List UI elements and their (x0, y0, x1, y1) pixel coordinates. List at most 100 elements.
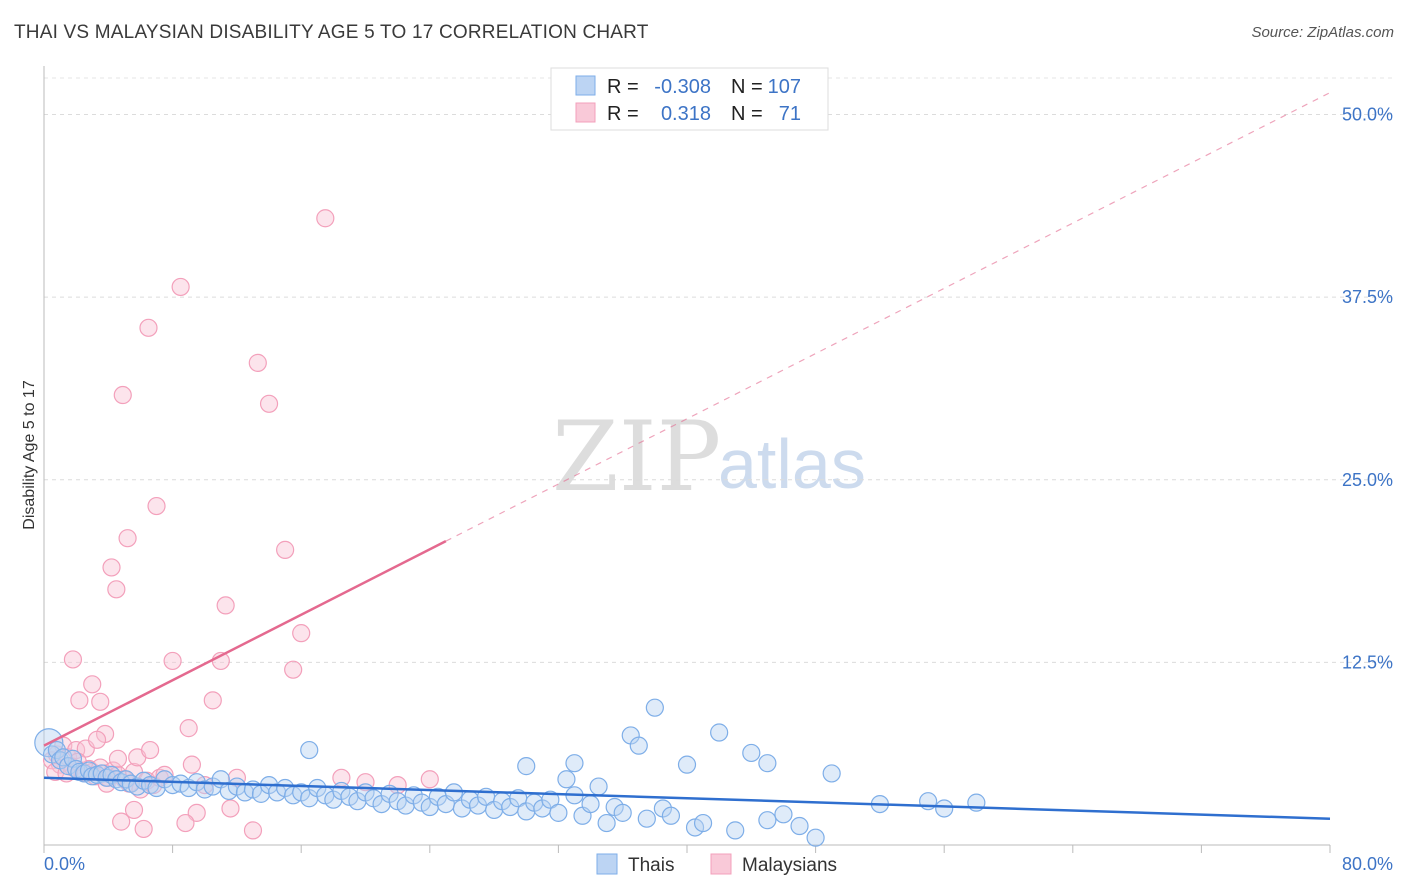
malaysians-point (113, 385, 132, 405)
legend-n-value-1: 107 (768, 76, 801, 98)
malaysians-point (171, 277, 190, 297)
axes (43, 66, 1331, 853)
trend-lines (43, 92, 1331, 820)
bottom-legend-swatch-thais (596, 853, 618, 875)
malaysians-point (118, 529, 137, 548)
malaysians-point (276, 540, 295, 559)
thais-point (693, 813, 713, 833)
thais-point (822, 764, 841, 783)
thais-point (613, 803, 632, 822)
thais-point (758, 811, 777, 830)
malaysians-point (292, 624, 311, 643)
thais-point (806, 828, 825, 847)
x-tick-label-max: 80.0% (1342, 854, 1393, 874)
malaysians-point (107, 580, 126, 599)
y-tick-label: 12.5% (1342, 652, 1393, 672)
source-label: Source: ZipAtlas.com (1251, 24, 1394, 41)
watermark-atlas: atlas (718, 425, 866, 503)
y-axis-label: Disability Age 5 to 17 (21, 380, 38, 530)
thais-point (710, 723, 729, 742)
malaysians-point (284, 660, 303, 679)
legend-r-label-1: R = (607, 76, 639, 98)
x-tick-label-min: 0.0% (44, 854, 85, 874)
malaysians-point (182, 755, 201, 774)
malaysians-point (147, 496, 166, 516)
legend-box: R = -0.308 N = 107 R = 0.318 N = 71 (550, 67, 829, 131)
bottom-legend-malaysians: Malaysians (742, 855, 837, 876)
thais-point (517, 757, 536, 776)
bottom-legend-thais: Thais (628, 855, 674, 876)
malaysians-point (356, 773, 375, 792)
thais-point (774, 805, 793, 824)
malaysians-point (187, 803, 206, 822)
thais-point (589, 777, 608, 796)
thais-point (597, 813, 616, 833)
thais-trend-line (43, 776, 1331, 820)
malaysians-point (102, 558, 121, 577)
legend-r-value-1: -0.308 (654, 76, 711, 98)
malaysians-points (42, 209, 439, 840)
thais-point (637, 809, 656, 828)
malaysians-trend-line (43, 540, 447, 747)
legend-swatch-thais (575, 75, 596, 96)
thais-point (54, 748, 73, 767)
thais-point (629, 736, 648, 755)
thais-point (742, 743, 761, 763)
thais-point (300, 740, 319, 760)
malaysians-point (134, 819, 153, 839)
legend-r-label-2: R = (607, 103, 639, 125)
thais-point (645, 698, 664, 717)
malaysians-point (70, 691, 89, 710)
malaysians-trend-extension (445, 92, 1331, 542)
malaysians-point (179, 719, 198, 738)
malaysians-point (176, 813, 195, 833)
thais-point (935, 799, 954, 818)
thais-point (444, 783, 464, 802)
y-tick-label: 50.0% (1342, 105, 1393, 125)
legend-n-label-2: N = (731, 103, 763, 125)
gridlines (44, 77, 1392, 663)
legend-n-label-1: N = (731, 76, 763, 98)
thais-point (726, 821, 745, 840)
malaysians-point (87, 730, 107, 749)
thais-point (549, 803, 568, 822)
malaysians-point (248, 353, 267, 372)
chart-title: THAI VS MALAYSIAN DISABILITY AGE 5 TO 17… (14, 22, 649, 43)
y-tick-label: 25.0% (1342, 470, 1393, 490)
tick-labels: 12.5% 25.0% 37.5% 50.0% 0.0% 80.0% (44, 105, 1393, 874)
malaysians-point (163, 651, 182, 671)
bottom-legend: Thais Malaysians (596, 853, 837, 876)
malaysians-point (243, 821, 263, 840)
malaysians-point (420, 770, 439, 789)
thais-point (541, 790, 560, 809)
legend-r-value-2: 0.318 (661, 103, 711, 125)
thais-point (758, 754, 777, 773)
malaysians-point (83, 675, 102, 694)
malaysians-point (112, 812, 131, 831)
malaysians-point (221, 799, 240, 818)
bottom-legend-swatch-malaysians (710, 853, 732, 875)
malaysians-point (140, 740, 160, 760)
malaysians-point (259, 394, 279, 413)
thais-point (581, 794, 600, 814)
malaysians-point (124, 800, 144, 820)
malaysians-point (316, 209, 335, 228)
legend-swatch-malaysians (575, 102, 596, 123)
thais-point (557, 770, 576, 789)
thais-point (661, 806, 681, 825)
malaysians-point (63, 650, 83, 669)
malaysians-point (91, 692, 110, 711)
thais-point (790, 816, 809, 836)
thais-point (47, 740, 66, 760)
thais-point (565, 754, 584, 773)
y-tick-label: 37.5% (1342, 287, 1393, 307)
legend-n-value-2: 71 (779, 103, 801, 125)
malaysians-point (216, 596, 235, 615)
watermark-zip: ZIP (552, 401, 721, 513)
malaysians-point (203, 691, 222, 710)
thais-point (677, 755, 697, 774)
malaysians-point (108, 749, 128, 768)
malaysians-point (139, 318, 158, 337)
thais-point (97, 768, 116, 787)
